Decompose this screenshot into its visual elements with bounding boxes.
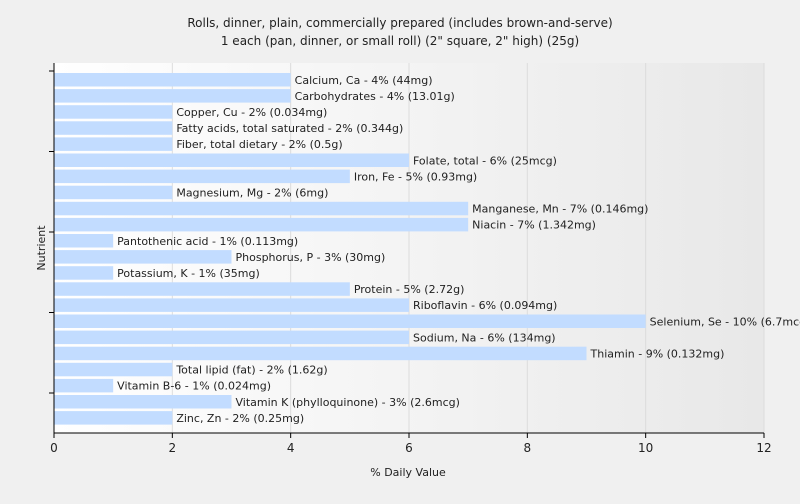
bar [54,378,114,393]
x-tick-label: 6 [405,441,413,455]
bar-label: Potassium, K - 1% (35mg) [117,267,260,280]
x-tick-label: 12 [756,441,771,455]
bar [54,121,173,135]
bar [54,169,350,184]
bar-label: Thiamin - 9% (0.132mg) [590,347,725,360]
bar-label: Niacin - 7% (1.342mg) [472,219,596,232]
bar [54,185,173,200]
x-tick-label: 8 [524,441,532,455]
bar-label: Sodium, Na - 6% (134mg) [413,331,556,344]
bar-label: Total lipid (fat) - 2% (1.62g) [175,364,327,377]
y-axis-label: Nutrient [35,225,48,271]
x-tick-label: 0 [50,441,58,455]
bar [54,282,350,296]
bar [54,250,232,264]
bar [54,266,114,280]
bar [54,234,114,248]
bar [54,395,232,409]
bar-label: Carbohydrates - 4% (13.01g) [295,90,455,103]
chart-title: Rolls, dinner, plain, commercially prepa… [187,16,612,30]
bar-label: Zinc, Zn - 2% (0.25mg) [176,412,304,425]
bar-label: Folate, total - 6% (25mcg) [413,154,557,167]
x-tick-label: 4 [287,441,295,455]
bar-label: Phosphorus, P - 3% (30mg) [236,251,386,264]
bar-label: Fatty acids, total saturated - 2% (0.344… [176,122,403,135]
bar-label: Fiber, total dietary - 2% (0.5g) [176,138,342,151]
bar [54,314,646,328]
bar [54,73,291,87]
bar-label: Calcium, Ca - 4% (44mg) [295,74,433,87]
bar [54,137,173,151]
x-axis-label: % Daily Value [370,466,446,479]
x-tick-label: 10 [638,441,653,455]
bar-label: Iron, Fe - 5% (0.93mg) [354,170,477,183]
bar-label: Manganese, Mn - 7% (0.146mg) [472,203,648,216]
bar [54,201,469,216]
bars: Calcium, Ca - 4% (44mg) Carbohydrates - 4… [54,73,800,425]
axes: 0 2 4 6 8 10 12 [49,63,772,455]
bar-label: Riboflavin - 6% (0.094mg) [413,299,557,312]
bar-label: Selenium, Se - 10% (6.7mcg) [650,315,800,328]
bar [54,346,587,361]
bar [54,298,409,312]
bar-label: Copper, Cu - 2% (0.034mg) [176,106,327,119]
bar-label: Vitamin B-6 - 1% (0.024mg) [117,380,271,393]
bar [54,362,173,377]
bar-label: Vitamin K (phylloquinone) - 3% (2.6mcg) [236,396,460,409]
bar-label: Protein - 5% (2.72g) [354,283,465,296]
x-tick-label: 2 [169,441,177,455]
bar [54,89,291,103]
bar [54,217,469,232]
chart-subtitle: 1 each (pan, dinner, or small roll) (2" … [221,34,579,48]
bar [54,411,173,425]
bar [54,153,409,167]
bar-label: Magnesium, Mg - 2% (6mg) [176,186,328,199]
bar [54,105,173,119]
bar-label: Pantothenic acid - 1% (0.113mg) [117,235,298,248]
bar [54,330,409,345]
